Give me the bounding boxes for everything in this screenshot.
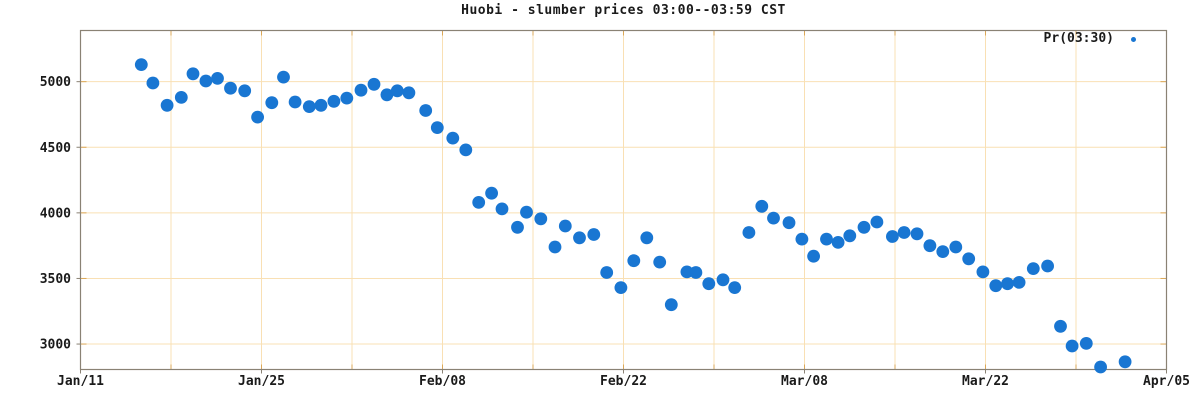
data-point: [1079, 337, 1093, 350]
data-point: [600, 266, 614, 279]
data-point: [782, 216, 796, 230]
data-point: [340, 91, 354, 105]
data-point: [573, 231, 586, 245]
data-point: [1118, 355, 1132, 369]
data-point: [976, 265, 990, 279]
data-point: [367, 77, 381, 91]
data-point: [314, 98, 328, 112]
data-point: [224, 81, 237, 95]
data-point: [767, 211, 780, 225]
data-point: [755, 199, 769, 213]
data-point: [558, 219, 572, 233]
data-point: [160, 98, 174, 112]
y-tick-label: 5000: [40, 75, 71, 90]
y-tick-label: 4000: [40, 206, 71, 221]
data-point: [277, 70, 290, 84]
data-point: [459, 143, 473, 157]
x-tick-label: Feb/22: [600, 374, 647, 389]
data-point: [288, 95, 302, 109]
data-point: [1065, 339, 1079, 353]
data-point: [146, 76, 160, 90]
y-tick-label: 3000: [40, 338, 71, 353]
x-tick-label: Jan/11: [57, 374, 104, 389]
data-point: [728, 281, 742, 294]
data-point: [936, 245, 950, 258]
data-point: [354, 83, 368, 97]
legend-label: Pr(03:30): [1043, 31, 1114, 46]
y-tick-label: 4500: [40, 141, 71, 156]
data-point: [923, 239, 937, 253]
data-point: [886, 230, 899, 243]
data-point: [251, 110, 264, 124]
chart-title: Huobi - slumber prices 03:00--03:59 CST: [461, 3, 786, 18]
data-point: [653, 255, 667, 269]
data-point: [430, 121, 444, 134]
data-point: [897, 226, 911, 239]
data-point: [870, 215, 884, 229]
x-tick-label: Mar/22: [962, 374, 1009, 389]
data-point: [1041, 259, 1054, 273]
data-point: [795, 232, 809, 246]
data-point: [211, 72, 224, 85]
data-point: [446, 131, 460, 145]
data-point: [843, 229, 857, 243]
x-tick-label: Feb/08: [419, 374, 466, 389]
data-point: [742, 226, 756, 239]
data-point: [1094, 360, 1107, 374]
data-point: [495, 202, 509, 216]
legend-point-marker: [1131, 37, 1136, 42]
data-point: [485, 186, 498, 200]
data-point: [910, 227, 924, 241]
data-point: [265, 96, 279, 110]
data-point: [134, 58, 148, 71]
data-point: [380, 88, 394, 102]
data-point: [831, 236, 845, 249]
data-point: [689, 266, 703, 279]
x-tick-label: Mar/08: [781, 374, 828, 389]
data-point: [614, 281, 628, 294]
data-point: [1001, 277, 1014, 291]
data-point: [1012, 276, 1026, 289]
data-point: [534, 212, 548, 226]
y-tick-label: 3500: [40, 272, 71, 287]
data-point: [962, 252, 976, 266]
data-point: [702, 277, 716, 291]
x-tick-label: Apr/05: [1143, 374, 1190, 389]
data-point: [327, 94, 341, 108]
data-point: [238, 84, 252, 98]
data-point: [716, 273, 730, 287]
data-point: [511, 220, 524, 234]
data-point: [807, 249, 820, 263]
data-point: [1026, 262, 1040, 275]
data-point: [174, 91, 188, 104]
data-point: [587, 228, 601, 241]
data-point: [402, 86, 416, 100]
data-point: [390, 84, 404, 98]
plot-border: [79, 29, 1168, 371]
data-point: [1054, 319, 1067, 333]
data-point: [520, 205, 533, 219]
data-point: [186, 67, 200, 81]
data-point: [989, 279, 1003, 293]
data-point: [419, 104, 433, 117]
data-point: [627, 254, 641, 268]
data-point: [857, 220, 871, 234]
data-point: [302, 100, 316, 113]
data-point: [949, 240, 963, 254]
data-point: [664, 298, 678, 312]
data-point: [640, 231, 654, 245]
data-point: [548, 240, 562, 254]
x-tick-label: Jan/25: [238, 374, 285, 389]
data-point: [820, 232, 833, 246]
data-point: [199, 74, 213, 88]
data-point: [472, 196, 486, 209]
